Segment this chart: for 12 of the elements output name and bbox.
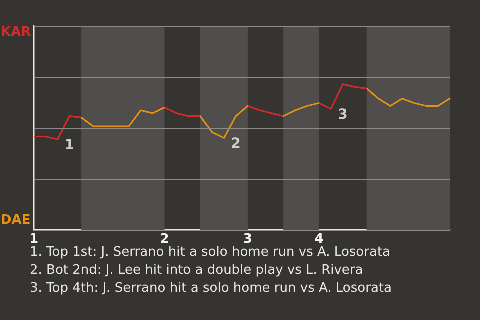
x-tick-label: 4 xyxy=(314,232,324,247)
x-tick-label: 1 xyxy=(29,232,39,247)
annotation: 2 xyxy=(231,136,241,152)
text: KAR xyxy=(1,25,32,40)
text: 3. Top 4th: J. Serrano hit a solo home run vs A. Losorata xyxy=(30,281,392,296)
text: 1. Top 1st: J. Serrano hit a solo home run vs A. Losorata xyxy=(30,245,391,260)
annotation: 3 xyxy=(338,107,348,124)
text: DAE xyxy=(1,213,31,228)
text: 2. Bot 2nd: J. Lee hit into a double play vs L. Rivera xyxy=(30,263,364,278)
x-tick-label: 3 xyxy=(243,232,252,247)
annotation: 1 xyxy=(64,138,75,154)
x-tick-label: 2 xyxy=(160,232,170,247)
